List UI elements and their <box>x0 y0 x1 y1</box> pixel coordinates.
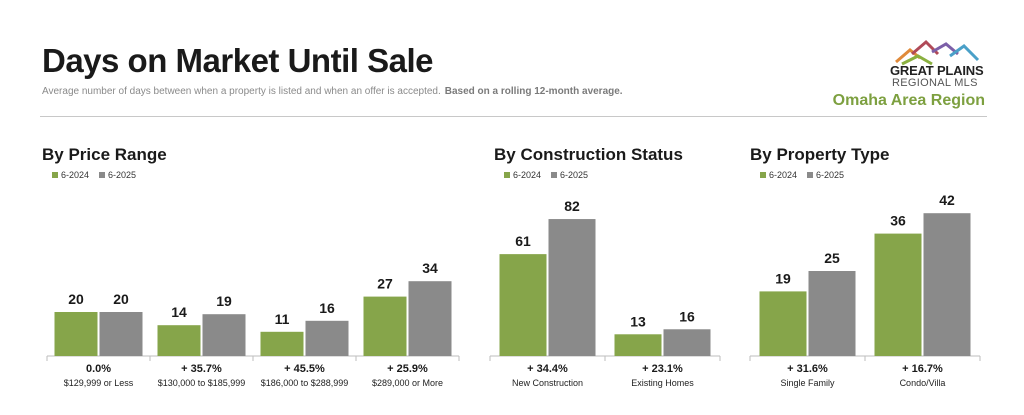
panel-title-construction: By Construction Status <box>494 145 683 164</box>
header-divider <box>40 116 987 117</box>
subtitle-text: Average number of days between when a pr… <box>42 86 441 97</box>
data-label: 19 <box>216 293 232 309</box>
category-label: Single Family <box>780 378 835 388</box>
legend-label-2024: 6-2024 <box>513 170 542 180</box>
data-label: 16 <box>319 300 335 316</box>
change-label: + 23.1% <box>642 363 683 375</box>
category-label: $129,999 or Less <box>64 378 134 388</box>
category-label: New Construction <box>512 378 583 388</box>
page-subtitle: Average number of days between when a pr… <box>42 86 623 97</box>
change-label: + 34.4% <box>527 363 568 375</box>
data-label: 13 <box>630 313 646 329</box>
legend-label-2024: 6-2024 <box>769 170 798 180</box>
legend-swatch-2025 <box>99 172 106 178</box>
legend-price-range: 6-2024 6-2025 <box>52 170 136 180</box>
bar-6-2025 <box>808 271 856 356</box>
category-label: Existing Homes <box>631 378 694 388</box>
data-label: 27 <box>377 276 393 292</box>
data-label: 36 <box>890 213 906 229</box>
legend-swatch-2024 <box>52 172 58 178</box>
data-label: 42 <box>939 192 955 208</box>
legend-construction: 6-2024 6-2025 <box>504 170 588 180</box>
bar-6-2025 <box>923 213 971 356</box>
data-label: 61 <box>515 233 531 249</box>
legend-swatch-2025 <box>807 172 814 178</box>
change-label: + 31.6% <box>787 363 828 375</box>
data-label: 82 <box>564 198 580 214</box>
logo-subtitle: REGIONAL MLS <box>892 77 978 89</box>
change-label: + 16.7% <box>902 363 943 375</box>
page-title: Days on Market Until Sale <box>42 42 433 79</box>
category-label: $130,000 to $185,999 <box>158 378 246 388</box>
bar-6-2024 <box>499 254 547 356</box>
bar-6-2024 <box>260 331 304 356</box>
bar-6-2025 <box>202 314 246 356</box>
data-label: 16 <box>679 308 695 324</box>
category-label: Condo/Villa <box>900 378 946 388</box>
legend-label-2025: 6-2025 <box>108 170 137 180</box>
bar-6-2025 <box>305 320 349 356</box>
bar-6-2024 <box>54 312 98 356</box>
subtitle-bold: Based on a rolling 12-month average. <box>444 86 623 97</box>
legend-property-type: 6-2024 6-2025 <box>760 170 844 180</box>
bar-6-2025 <box>548 219 596 356</box>
legend-label-2025: 6-2025 <box>816 170 845 180</box>
change-label: 0.0% <box>86 363 111 375</box>
data-label: 19 <box>775 270 791 286</box>
category-label: $289,000 or More <box>372 378 443 388</box>
legend-item-2024: 6-2024 <box>760 170 797 180</box>
legend-swatch-2025 <box>551 172 558 178</box>
change-label: + 35.7% <box>181 363 222 375</box>
legend-item-2024: 6-2024 <box>504 170 541 180</box>
legend-swatch-2024 <box>504 172 510 178</box>
data-label: 20 <box>113 291 129 307</box>
data-label: 14 <box>171 304 187 320</box>
legend-item-2025: 6-2025 <box>807 170 844 180</box>
legend-swatch-2024 <box>760 172 766 178</box>
change-label: + 25.9% <box>387 363 428 375</box>
bar-6-2024 <box>363 296 407 356</box>
bar-6-2024 <box>759 291 807 356</box>
bar-6-2025 <box>663 329 711 356</box>
great-plains-logo: GREAT PLAINS REGIONAL MLS <box>880 38 990 113</box>
bar-6-2025 <box>99 312 143 356</box>
legend-item-2025: 6-2025 <box>99 170 136 180</box>
legend-label-2025: 6-2025 <box>560 170 589 180</box>
data-label: 34 <box>422 260 438 276</box>
bar-6-2025 <box>408 281 452 356</box>
bar-6-2024 <box>157 325 201 356</box>
legend-label-2024: 6-2024 <box>61 170 90 180</box>
data-label: 25 <box>824 250 840 266</box>
bar-6-2024 <box>614 334 662 356</box>
region-label: Omaha Area Region <box>832 92 985 109</box>
mountains-icon <box>895 39 980 66</box>
data-label: 20 <box>68 291 84 307</box>
legend-item-2025: 6-2025 <box>551 170 588 180</box>
logo-name: GREAT PLAINS <box>890 63 984 78</box>
change-label: + 45.5% <box>284 363 325 375</box>
data-label: 11 <box>275 311 290 327</box>
category-label: $186,000 to $288,999 <box>261 378 349 388</box>
legend-item-2024: 6-2024 <box>52 170 89 180</box>
bar-6-2024 <box>874 233 922 356</box>
panel-title-price-range: By Price Range <box>42 145 167 164</box>
panel-title-property-type: By Property Type <box>750 145 890 164</box>
